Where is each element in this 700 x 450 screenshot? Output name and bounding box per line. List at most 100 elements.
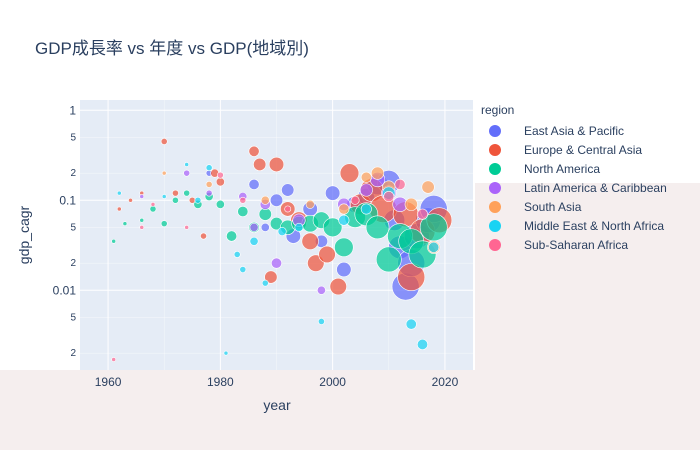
data-point-middle-east-north-africa[interactable]: [249, 236, 259, 246]
data-point-north-america[interactable]: [172, 196, 179, 204]
legend-item-middle-east-north-africa[interactable]: Middle East & North Africa: [481, 216, 667, 235]
data-point-europe-central-asia[interactable]: [160, 138, 168, 145]
legend-item-latin-america-caribbean[interactable]: Latin America & Caribbean: [481, 178, 667, 197]
data-point-latin-america-caribbean[interactable]: [359, 183, 373, 197]
data-point-north-america[interactable]: [149, 205, 157, 213]
data-point-sub-saharan-africa[interactable]: [350, 195, 360, 205]
legend-item-europe-central-asia[interactable]: Europe & Central Asia: [481, 140, 667, 159]
data-point-south-asia[interactable]: [360, 171, 372, 183]
data-point-europe-central-asia[interactable]: [128, 197, 133, 203]
data-point-sub-saharan-africa[interactable]: [383, 191, 395, 203]
legend-label: Sub-Saharan Africa: [524, 237, 629, 252]
data-point-europe-central-asia[interactable]: [397, 263, 426, 292]
data-point-south-asia[interactable]: [260, 195, 270, 205]
data-point-middle-east-north-africa[interactable]: [428, 241, 440, 253]
data-point-middle-east-north-africa[interactable]: [416, 338, 428, 350]
data-point-east-asia-pacific[interactable]: [281, 183, 295, 197]
data-point-europe-central-asia[interactable]: [248, 145, 260, 157]
legend-item-sub-saharan-africa[interactable]: Sub-Saharan Africa: [481, 235, 667, 254]
data-point-east-asia-pacific[interactable]: [269, 193, 284, 207]
data-point-sub-saharan-africa[interactable]: [111, 357, 117, 362]
legend: region East Asia & Pacific Europe & Cent…: [481, 103, 667, 254]
x-tick-label: 2000: [319, 375, 346, 389]
data-point-north-america[interactable]: [237, 205, 249, 217]
y-minor-tick-label: 5: [70, 222, 76, 233]
legend-item-south-asia[interactable]: South Asia: [481, 197, 667, 216]
y-minor-tick-label: 2: [70, 258, 76, 269]
data-point-south-asia[interactable]: [338, 203, 350, 215]
marker-layer[interactable]: [111, 138, 453, 362]
data-point-europe-central-asia[interactable]: [116, 206, 122, 212]
data-point-europe-central-asia[interactable]: [329, 277, 347, 296]
data-point-middle-east-north-africa[interactable]: [233, 251, 241, 258]
y-tick-label: 0.01: [53, 283, 77, 297]
data-point-middle-east-north-africa[interactable]: [239, 266, 247, 273]
data-point-sub-saharan-africa[interactable]: [216, 171, 224, 179]
data-point-europe-central-asia[interactable]: [268, 156, 285, 173]
data-point-north-america[interactable]: [226, 230, 238, 242]
legend-swatch: [489, 124, 501, 137]
y-minor-tick-label: 5: [70, 132, 76, 143]
data-point-europe-central-asia[interactable]: [253, 157, 267, 171]
data-point-north-america[interactable]: [139, 217, 145, 223]
legend-item-north-america[interactable]: North America: [481, 159, 667, 178]
data-point-middle-east-north-africa[interactable]: [161, 194, 167, 199]
data-point-north-america[interactable]: [215, 199, 225, 209]
data-point-north-america[interactable]: [122, 221, 128, 226]
x-tick-label: 1960: [95, 375, 122, 389]
legend-item-east-asia-pacific[interactable]: East Asia & Pacific: [481, 121, 667, 140]
data-point-middle-east-north-africa[interactable]: [277, 227, 287, 236]
data-point-sub-saharan-africa[interactable]: [394, 178, 406, 190]
legend-title: region: [481, 103, 515, 117]
data-point-east-asia-pacific[interactable]: [248, 178, 260, 190]
data-point-sub-saharan-africa[interactable]: [184, 224, 190, 230]
data-point-middle-east-north-africa[interactable]: [294, 222, 304, 232]
data-point-latin-america-caribbean[interactable]: [205, 189, 213, 197]
data-point-europe-central-asia[interactable]: [264, 270, 278, 284]
data-point-middle-east-north-africa[interactable]: [338, 214, 350, 226]
data-point-east-asia-pacific[interactable]: [325, 185, 341, 201]
data-point-europe-central-asia[interactable]: [215, 177, 225, 187]
data-point-south-asia[interactable]: [371, 166, 385, 180]
data-point-north-america[interactable]: [160, 220, 168, 228]
data-point-europe-central-asia[interactable]: [318, 245, 336, 264]
data-point-latin-america-caribbean[interactable]: [183, 169, 191, 177]
data-point-middle-east-north-africa[interactable]: [405, 318, 417, 330]
data-point-middle-east-north-africa[interactable]: [223, 350, 229, 356]
y-minor-tick-label: 5: [70, 312, 76, 323]
data-point-south-asia[interactable]: [205, 181, 213, 188]
data-point-south-asia[interactable]: [305, 199, 315, 209]
data-point-sub-saharan-africa[interactable]: [139, 224, 145, 230]
data-point-middle-east-north-africa[interactable]: [205, 164, 213, 172]
data-point-europe-central-asia[interactable]: [301, 232, 319, 250]
data-point-europe-central-asia[interactable]: [339, 163, 360, 183]
data-point-middle-east-north-africa[interactable]: [318, 318, 325, 325]
data-point-middle-east-north-africa[interactable]: [360, 203, 372, 215]
data-point-south-asia[interactable]: [404, 197, 418, 211]
data-point-latin-america-caribbean[interactable]: [139, 194, 145, 199]
data-point-middle-east-north-africa[interactable]: [116, 190, 122, 196]
data-point-north-america[interactable]: [183, 189, 191, 197]
data-point-north-america[interactable]: [375, 246, 402, 273]
data-point-north-america[interactable]: [365, 215, 390, 240]
data-point-latin-america-caribbean[interactable]: [316, 285, 326, 295]
data-point-sub-saharan-africa[interactable]: [239, 196, 247, 204]
data-point-south-asia[interactable]: [421, 180, 435, 194]
data-point-latin-america-caribbean[interactable]: [270, 257, 282, 269]
data-point-east-asia-pacific[interactable]: [336, 261, 352, 278]
data-point-east-asia-pacific[interactable]: [260, 222, 270, 232]
data-point-middle-east-north-africa[interactable]: [184, 162, 190, 167]
data-point-south-asia[interactable]: [161, 170, 167, 176]
data-point-north-america[interactable]: [111, 238, 117, 244]
data-point-middle-east-north-africa[interactable]: [261, 279, 269, 287]
data-point-north-america[interactable]: [322, 217, 343, 238]
data-point-europe-central-asia[interactable]: [172, 189, 179, 197]
data-point-sub-saharan-africa[interactable]: [416, 208, 428, 220]
data-point-sub-saharan-africa[interactable]: [150, 202, 156, 207]
data-point-sub-saharan-africa[interactable]: [284, 205, 292, 213]
data-point-latin-america-caribbean[interactable]: [249, 222, 259, 232]
data-point-north-america[interactable]: [334, 237, 354, 258]
chart-title: GDP成長率 vs 年度 vs GDP(地域別): [35, 39, 309, 58]
data-point-europe-central-asia[interactable]: [200, 232, 207, 240]
data-point-middle-east-north-africa[interactable]: [194, 196, 202, 204]
